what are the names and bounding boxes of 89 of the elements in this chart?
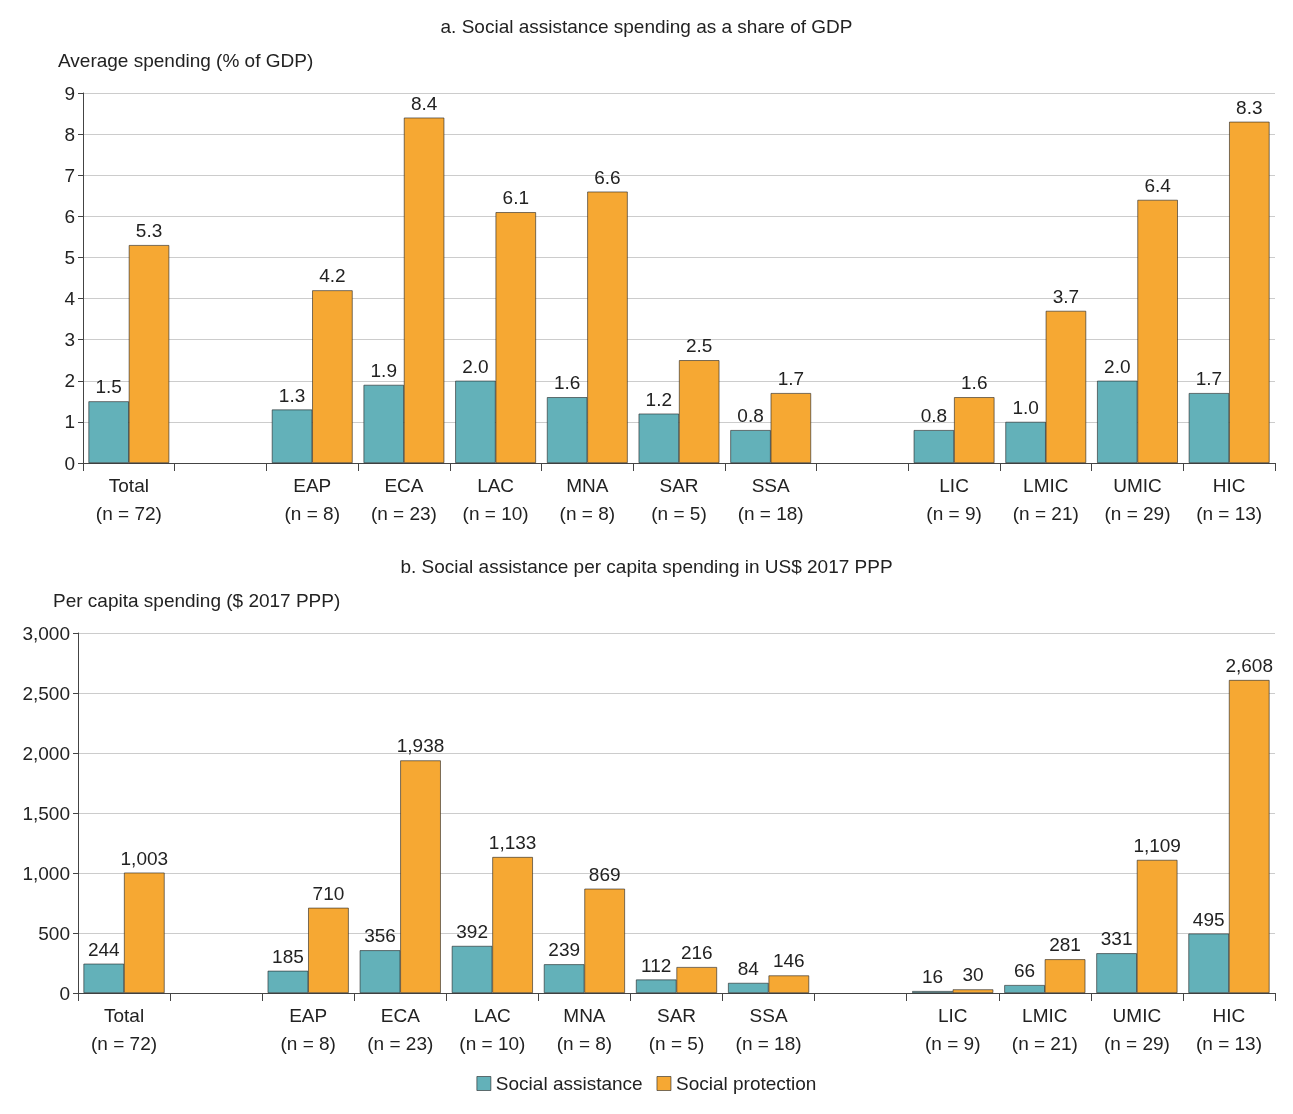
x-tick-label: LIC (n = 9) [925,1004,981,1054]
y-axis-title: Average spending (% of GDP) [58,50,314,71]
data-label: 331 [1100,928,1133,950]
x-tick-label: LMIC (n = 21) [1011,1004,1078,1054]
x-tick-label: Total (n = 72) [95,474,162,524]
legend-label: Social assistance [495,1073,643,1094]
y-tick-label: 9 [64,82,75,104]
y-tick-label: 5 [64,246,75,268]
y-tick-label: 0 [64,452,75,474]
x-tick-label: HIC (n = 13) [1196,474,1263,524]
x-tick-label: ECA (n = 23) [370,474,437,524]
data-label: 281 [1049,934,1081,956]
y-tick-label: 8 [64,123,75,145]
data-label: 0.8 [737,405,764,427]
data-label: 1.9 [370,359,397,381]
data-label: 1.2 [645,388,673,410]
x-tick-label: EAP (n = 8) [284,474,340,524]
data-label: 1.6 [961,372,988,394]
y-tick-label: 3 [64,329,75,351]
data-label: 6.6 [594,166,621,188]
data-label: 6.4 [1144,174,1172,196]
data-label: 66 [1013,960,1036,982]
x-tick-label: Total (n = 72) [91,1004,158,1054]
data-label: 8.3 [1236,96,1263,118]
y-tick-label: 1 [64,411,75,433]
data-label: 6.1 [502,187,529,209]
data-label: 0.8 [920,405,948,427]
data-label: 392 [456,920,488,942]
y-tick-label: 4 [64,288,76,310]
y-tick-label: 2,000 [22,742,70,764]
data-label: 30 [962,964,984,986]
x-tick-label: MNA (n = 8) [556,1004,613,1054]
data-label: 869 [588,863,621,885]
data-label: 5.3 [135,220,163,242]
data-label: 1,133 [488,832,537,854]
data-label: 356 [364,925,396,947]
data-label: 239 [548,939,581,961]
data-label: 3.7 [1052,285,1080,307]
data-label: 84 [737,957,760,979]
data-label: 4.2 [319,265,346,287]
y-tick-label: 2 [64,370,75,392]
chart-title: a. Social assistance spending as a share of GDP [440,16,853,37]
data-label: 112 [641,954,672,976]
data-label: 1.0 [1012,396,1039,418]
x-tick-label: SAR (n = 5) [648,1004,705,1054]
x-tick-label: HIC (n = 13) [1195,1004,1262,1054]
data-label: 1.6 [553,372,581,394]
y-tick-label: 3,000 [22,622,70,644]
data-label: 16 [921,966,944,988]
x-tick-label: SSA (n = 18) [735,1004,802,1054]
y-axis-title: Per capita spending ($ 2017 PPP) [53,590,341,611]
y-tick-label: 2,500 [22,682,70,704]
data-label: 2.0 [1104,355,1131,377]
data-label: 710 [312,882,345,904]
data-label: 185 [272,945,304,967]
y-tick-label: 1,000 [22,862,70,884]
x-tick-label: ECA (n = 23) [367,1004,434,1054]
y-tick-label: 1,500 [22,802,70,824]
data-label: 1.5 [95,376,122,398]
x-tick-label: SAR (n = 5) [651,474,707,524]
x-tick-label: UMIC (n = 29) [1103,1004,1170,1054]
data-label: 2.0 [462,355,489,377]
y-tick-label: 500 [38,922,70,944]
x-tick-label: SSA (n = 18) [737,474,804,524]
x-tick-label: LAC (n = 10) [459,1004,526,1054]
data-label: 1.7 [1195,368,1223,390]
y-tick-label: 6 [64,205,75,227]
data-label: 495 [1192,908,1225,930]
x-tick-label: LAC (n = 10) [462,474,529,524]
chart-title: b. Social assistance per capita spending in US$ 2017 PPP [400,556,893,577]
x-tick-label: EAP (n = 8) [280,1004,336,1054]
x-tick-label: LMIC (n = 21) [1012,474,1079,524]
data-label: 216 [680,942,713,964]
y-tick-label: 0 [59,982,70,1004]
data-label: 146 [772,950,805,972]
data-label: 2.5 [685,335,713,357]
data-label: 1,938 [396,735,445,757]
data-label: 2,608 [1225,655,1273,677]
y-tick-label: 7 [64,164,75,186]
data-label: 1,109 [1133,834,1181,856]
data-label: 244 [87,938,121,960]
data-label: 1.7 [777,368,805,390]
x-tick-label: UMIC (n = 29) [1104,474,1171,524]
data-label: 1,003 [120,847,169,869]
legend-label: Social protection [675,1073,817,1094]
data-label: 8.4 [410,92,438,114]
data-label: 1.3 [278,384,306,406]
x-tick-label: LIC (n = 9) [926,474,982,524]
x-tick-label: MNA (n = 8) [559,474,616,524]
